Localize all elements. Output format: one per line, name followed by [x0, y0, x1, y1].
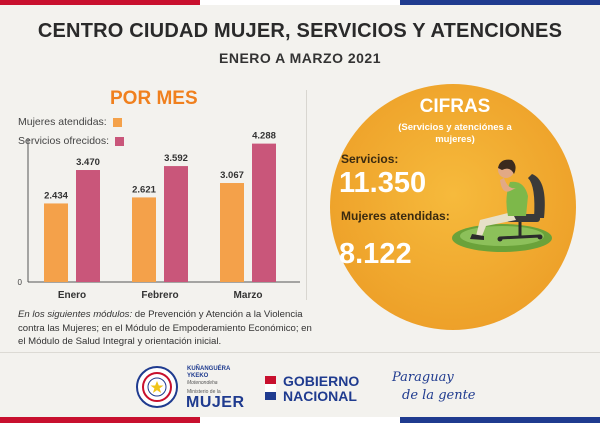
modules-note: En los siguientes módulos: de Prevención…: [18, 308, 318, 349]
bar-servicios-febrero: [164, 166, 188, 282]
bar-servicios-enero: [76, 170, 100, 282]
data-label-servicios-enero: 3.470: [76, 157, 100, 168]
bar-chart: 0 2.434 3.470 Enero 2.621 3.592 Febrero 3.067 4.…: [18, 131, 300, 301]
bar-mujeres-febrero: [132, 197, 156, 282]
page-title: CENTRO CIUDAD MUJER, SERVICIOS Y ATENCIO…: [37, 20, 563, 42]
ministry-line1: KUÑANGUÉRA: [187, 366, 231, 372]
legend-servicios-swatch: [115, 136, 125, 146]
gobierno-flag-icon: [265, 376, 276, 400]
legend-mujeres-label: Mujeres atendidas:: [18, 116, 107, 128]
legend-servicios-label: Servicios ofrecidos:: [18, 135, 110, 147]
legend-mujeres-swatch: [112, 117, 122, 127]
ministry-logo-text: KUÑANGUÉRA YKEKO Motenondeha: [187, 366, 230, 387]
mujeres-value: 8.122: [339, 238, 412, 270]
data-label-mujeres-enero: 2.434: [44, 190, 68, 201]
y-zero-label: 0: [18, 278, 23, 287]
national-seal-icon: [136, 366, 178, 408]
slogan-line1: Paraguay: [392, 370, 454, 385]
note-lead: En los siguientes módulos:: [18, 309, 133, 320]
legend-mujeres: Mujeres atendidas:: [18, 116, 122, 128]
legend-servicios: Servicios ofrecidos:: [18, 135, 125, 147]
slogan-line2: de la gente: [402, 388, 476, 403]
x-tick-label-enero: Enero: [58, 290, 86, 301]
bar-mujeres-marzo: [220, 183, 244, 282]
bar-mujeres-enero: [44, 203, 68, 282]
divider: [306, 90, 307, 300]
x-tick-label-marzo: Marzo: [234, 290, 263, 301]
cifras-subtitle: (Servicios y atenciónes a mujeres): [398, 122, 512, 145]
data-label-servicios-marzo: 4.288: [252, 131, 276, 142]
flag-stripe-top: [0, 0, 600, 5]
gobierno-nacional-logo: GOBIERNO NACIONAL: [283, 374, 359, 404]
gobierno-line2: NACIONAL: [283, 388, 357, 404]
chart-title: POR MES: [110, 88, 198, 109]
data-label-mujeres-marzo: 3.067: [220, 170, 244, 181]
x-tick-label-febrero: Febrero: [141, 290, 178, 301]
data-label-mujeres-febrero: 2.621: [132, 184, 156, 195]
ministry-line2: YKEKO: [187, 373, 209, 379]
cifras-title: CIFRAS: [419, 96, 491, 117]
page-subtitle: ENERO A MARZO 2021: [219, 50, 381, 66]
footer-divider: [0, 352, 600, 353]
woman-chair-illustration: [452, 159, 552, 252]
bar-servicios-marzo: [252, 143, 276, 282]
gobierno-line1: GOBIERNO: [283, 373, 360, 389]
ministry-line3: Motenondeha: [187, 380, 218, 386]
ministerio-label: Ministerio de la: [187, 389, 221, 395]
flag-stripe-bottom: [0, 417, 600, 423]
servicios-value: 11.350: [339, 167, 427, 199]
mujer-label: MUJER: [186, 394, 245, 411]
data-label-servicios-febrero: 3.592: [164, 153, 188, 164]
note-body: de Prevención y Atención a la Violencia …: [18, 309, 312, 347]
mujeres-label: Mujeres atendidas:: [341, 209, 450, 223]
servicios-label: Servicios:: [341, 152, 399, 166]
